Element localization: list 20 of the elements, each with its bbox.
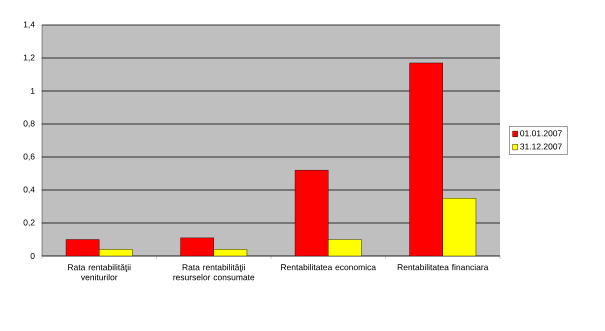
bar xyxy=(442,198,476,256)
y-tick-label: 0,8 xyxy=(24,120,35,128)
bar xyxy=(295,170,328,256)
legend-label: 01.01.2007 xyxy=(520,130,562,136)
x-tick-label: Rata rentabilităţii resurselor consumate xyxy=(173,264,254,280)
bar xyxy=(180,238,214,256)
y-tick-label: 1,2 xyxy=(24,54,35,62)
y-tick-label: 1 xyxy=(30,88,35,94)
bar xyxy=(409,62,443,256)
legend-label: 31.12.2007 xyxy=(520,143,562,150)
bar xyxy=(66,240,100,256)
y-tick-label: 0,2 xyxy=(24,220,35,226)
y-tick-label: 0,4 xyxy=(24,186,35,194)
x-tick-label: Rentabilitatea economica xyxy=(281,264,376,270)
x-tick-label: Rata rentabilităţii veniturilor xyxy=(68,264,130,280)
y-tick-label: 0,6 xyxy=(24,154,35,160)
y-tick-label: 0 xyxy=(30,253,35,259)
bar xyxy=(328,240,362,256)
y-tick-label: 1,4 xyxy=(24,22,35,28)
x-tick-label: Rentabilitatea financiara xyxy=(398,264,488,270)
